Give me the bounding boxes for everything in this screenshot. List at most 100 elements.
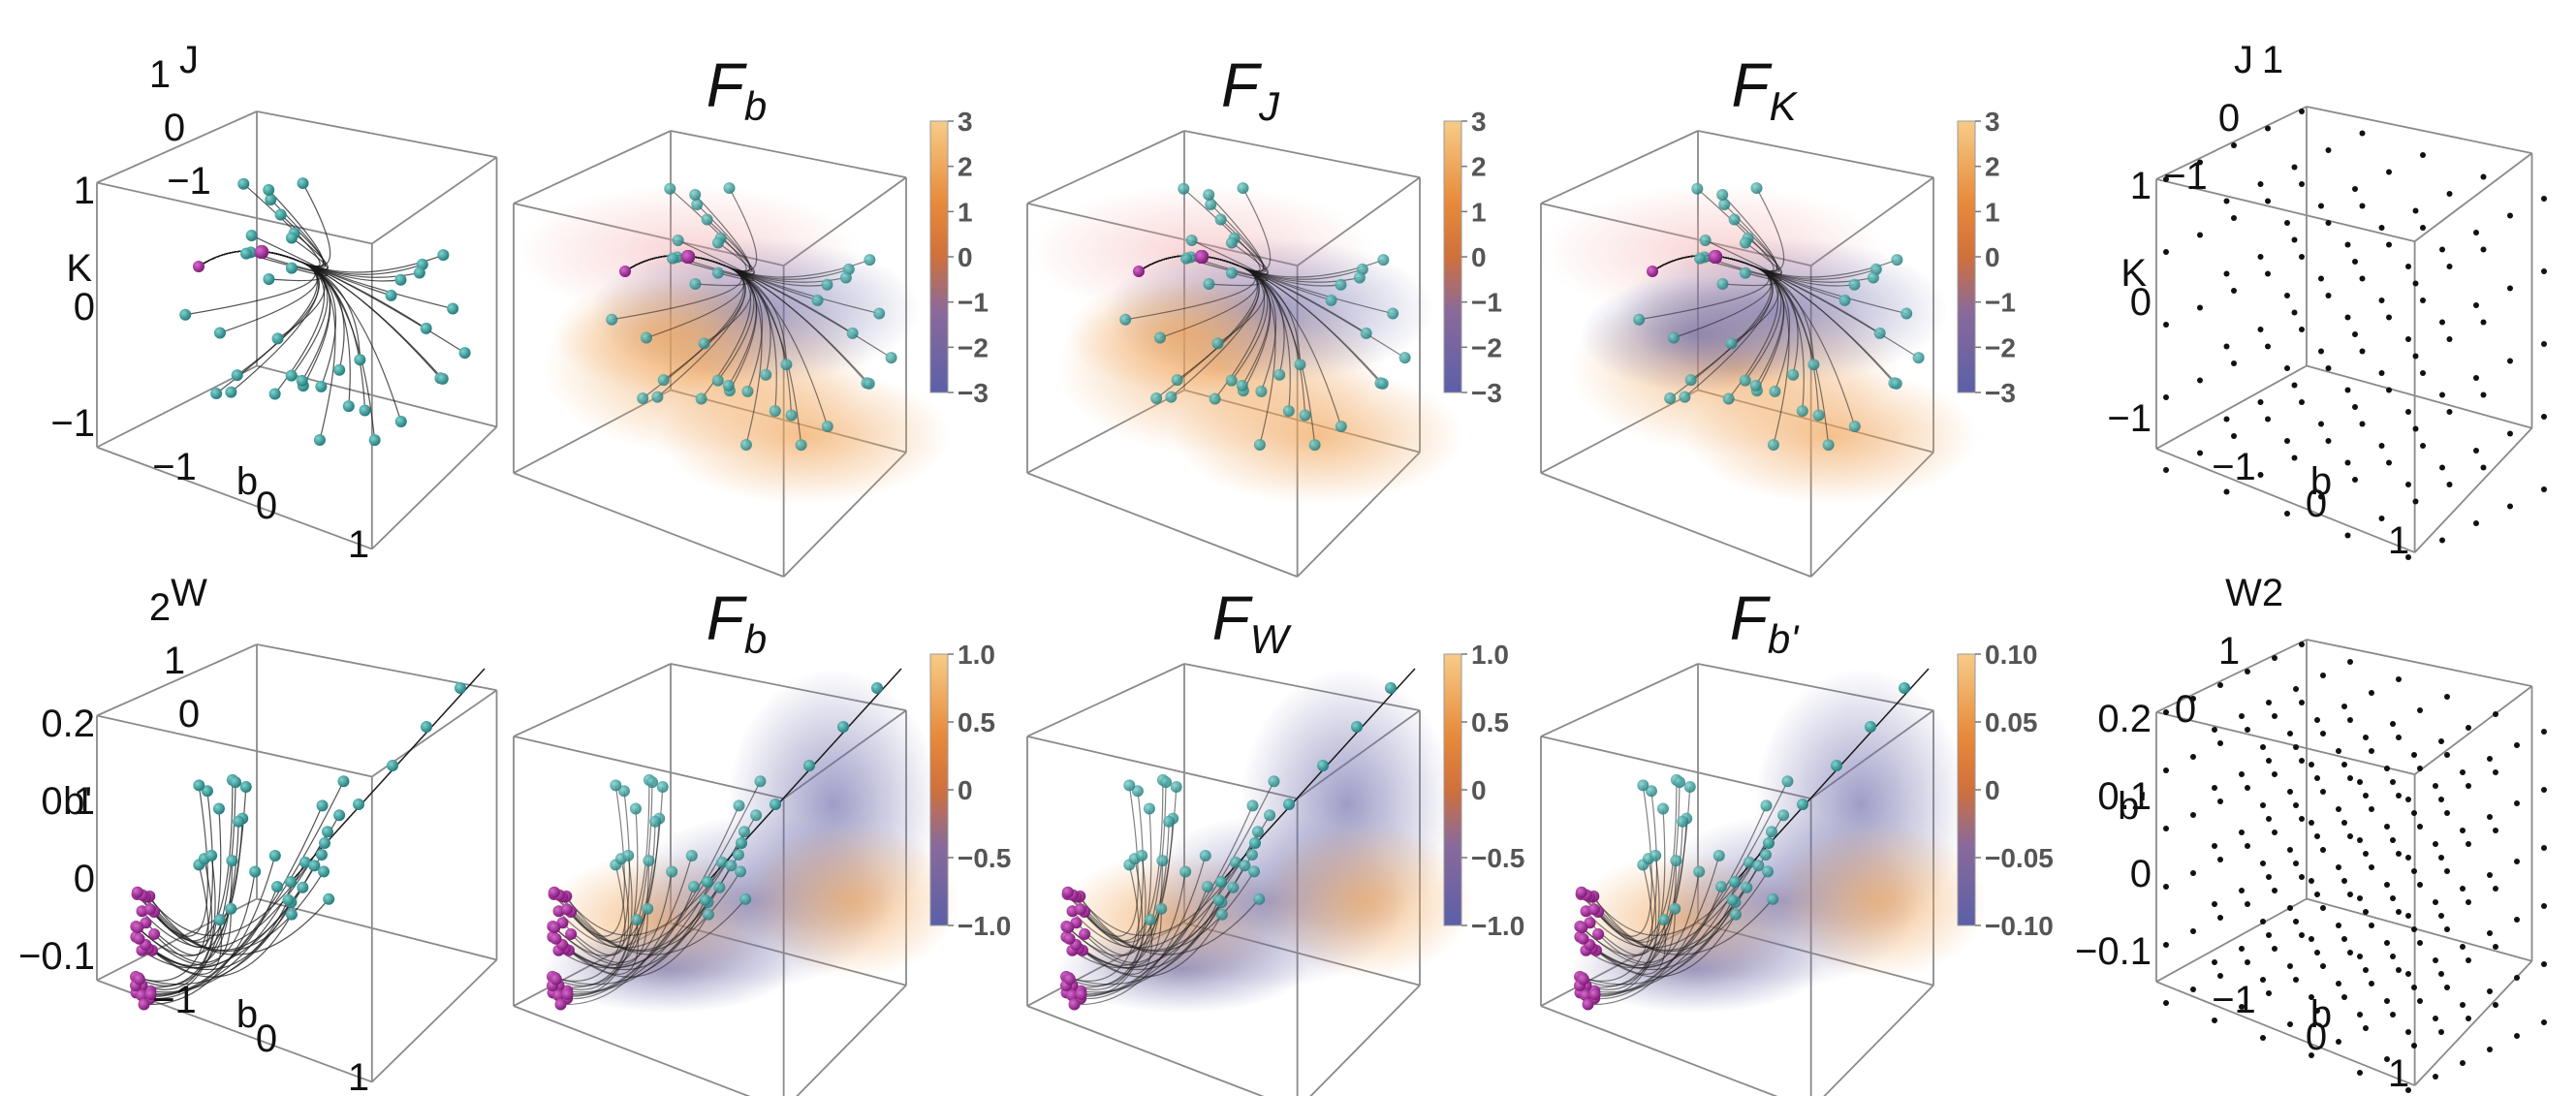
grid-point <box>2507 430 2513 437</box>
grid-point <box>2309 820 2314 826</box>
grid-point <box>2257 327 2264 332</box>
grid-point <box>2433 1074 2438 1080</box>
end-point <box>739 439 752 452</box>
trajectory-line <box>135 855 216 988</box>
grid-point <box>2299 932 2305 938</box>
grid-point <box>2473 520 2479 526</box>
end-point <box>1765 826 1777 838</box>
end-point <box>1283 799 1295 810</box>
end-point <box>1777 809 1790 822</box>
grid-point <box>2190 986 2196 992</box>
grid-point <box>2433 957 2438 963</box>
end-point <box>1873 327 1886 339</box>
grid-point <box>2493 711 2498 717</box>
box-edge <box>96 446 373 550</box>
grid-point <box>2412 280 2419 287</box>
end-point <box>359 404 371 417</box>
end-point <box>1119 313 1132 326</box>
density-cloud <box>746 824 959 979</box>
trajectory-line <box>624 255 777 412</box>
end-point <box>1725 337 1738 350</box>
trajectory-line <box>198 214 327 268</box>
end-point <box>1838 294 1851 306</box>
end-point <box>447 302 459 315</box>
grid-point <box>2541 729 2547 735</box>
end-point <box>1750 182 1763 195</box>
grid-point <box>2514 742 2520 748</box>
grid-point <box>2507 212 2513 219</box>
grid-point <box>2369 690 2374 696</box>
trajectory-line <box>141 808 222 990</box>
end-point <box>1236 379 1248 391</box>
grid-point <box>2239 830 2245 835</box>
end-point <box>282 893 295 906</box>
trajectory-line <box>561 895 746 955</box>
colorbar-tick-label: 0 <box>958 775 973 805</box>
grid-point <box>2514 1033 2520 1039</box>
end-point <box>421 721 432 733</box>
end-point <box>354 354 366 366</box>
end-point <box>1299 409 1311 422</box>
colorbar <box>1957 120 1976 393</box>
panel-title-subscript: b <box>744 83 767 129</box>
trajectory-line <box>138 791 213 982</box>
grid-point <box>2357 837 2363 843</box>
end-point <box>702 876 713 888</box>
end-point <box>689 278 702 291</box>
grid-point <box>2369 748 2374 754</box>
grid-point <box>2190 870 2196 876</box>
grid-point <box>2363 851 2369 857</box>
end-point <box>1762 865 1775 878</box>
end-point <box>1645 785 1657 798</box>
y-axis-name: b' <box>2118 785 2147 828</box>
colorbar-tick-label: −0.10 <box>1985 911 2054 941</box>
grid-point <box>2163 767 2169 773</box>
trajectory-line <box>1583 786 1691 986</box>
grid-point <box>2412 353 2419 360</box>
grid-point <box>2223 198 2230 204</box>
grid-point <box>2438 797 2444 802</box>
grid-point <box>2439 246 2445 253</box>
colorbar-tick-label: 2 <box>1985 152 2000 182</box>
grid-point <box>2384 1056 2390 1062</box>
grid-point <box>2336 1039 2341 1045</box>
grid-point <box>2163 322 2169 328</box>
grid-point <box>2223 488 2230 495</box>
trajectory-line <box>1067 821 1170 943</box>
grid-point <box>2318 421 2324 427</box>
grid-point <box>2460 944 2466 950</box>
grid-point <box>2190 696 2196 702</box>
grid-point <box>2411 752 2417 758</box>
z-tick-label: 1 <box>164 640 185 682</box>
grid-point <box>2480 246 2487 253</box>
start-point <box>1580 989 1592 1002</box>
grid-point <box>2514 975 2520 981</box>
end-point <box>1387 307 1399 320</box>
grid-point <box>2438 971 2444 977</box>
end-point <box>274 208 287 221</box>
x-tick-label: 1 <box>2388 1052 2409 1095</box>
grid-point <box>2344 314 2351 321</box>
end-point <box>458 347 471 360</box>
end-point <box>657 374 670 387</box>
grid-point <box>2217 857 2223 862</box>
trajectory-line <box>149 779 234 942</box>
grid-point <box>2314 833 2320 839</box>
grid-point <box>2378 225 2385 231</box>
grid-point <box>2369 806 2374 812</box>
start-point <box>549 921 561 933</box>
start-point <box>1062 921 1075 933</box>
grid-point <box>2493 769 2498 775</box>
end-point <box>1796 405 1808 418</box>
grid-point <box>2318 348 2324 355</box>
x-tick-label: −1 <box>152 979 197 1021</box>
grid-point <box>2320 905 2326 911</box>
grid-point <box>2473 302 2479 308</box>
box-edge <box>1026 472 1298 578</box>
colorbar-tick-label: −3 <box>958 378 989 408</box>
grid-point <box>2347 892 2353 897</box>
colorbar-tick-label: −2 <box>1985 332 2016 362</box>
end-point <box>1715 880 1728 892</box>
end-point <box>837 721 849 733</box>
box-edge <box>1026 663 1185 737</box>
